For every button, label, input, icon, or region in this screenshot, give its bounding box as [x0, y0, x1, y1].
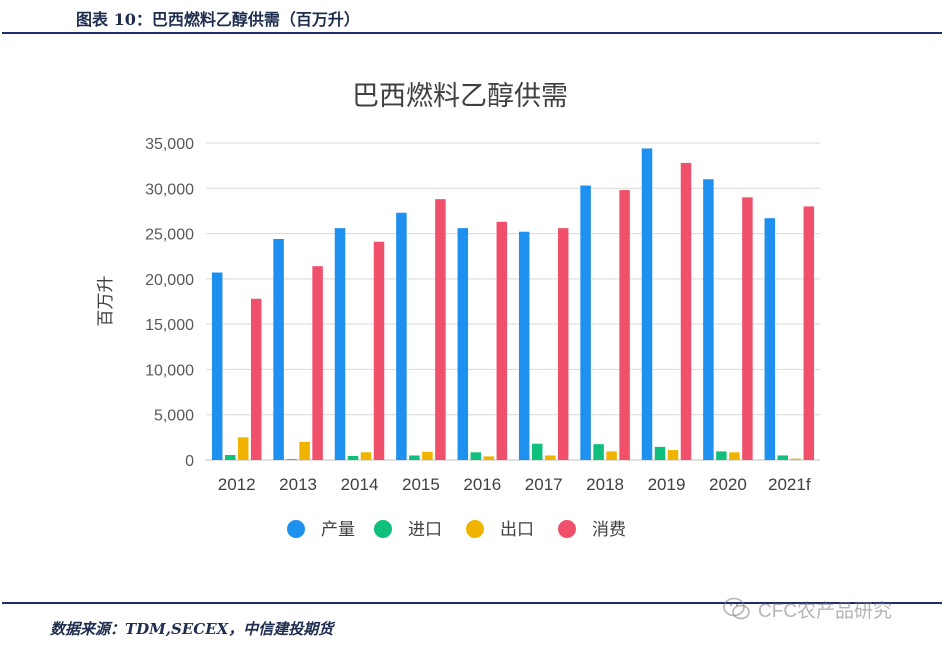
y-tick-label: 15,000	[145, 317, 194, 334]
bar-2014-3	[360, 452, 372, 460]
y-tick-labels: 0 5,000 10,000 15,000 20,000 25,000 30,000 35,0…	[145, 136, 194, 470]
top-rule	[2, 32, 942, 34]
x-tick-label: 2014	[341, 475, 379, 494]
x-tick-label: 2018	[586, 475, 624, 494]
bar-2013-2	[286, 459, 297, 460]
bar-2015-1	[396, 212, 407, 460]
bar-2019-1	[641, 148, 653, 460]
bar-2017-4	[557, 228, 569, 460]
bar-2020-1	[703, 179, 714, 460]
legend-swatch-4	[558, 520, 576, 538]
bar-2021f-1	[764, 218, 776, 460]
bottom-rule	[2, 602, 942, 604]
legend-label: 产量	[321, 520, 355, 539]
legend-label: 出口	[500, 520, 534, 539]
x-tick-label: 2012	[218, 475, 256, 494]
x-tick-label: 2015	[402, 475, 440, 494]
bar-2012-4	[250, 298, 262, 460]
bar-2018-2	[593, 444, 604, 460]
bars	[211, 148, 815, 461]
bar-2013-4	[312, 266, 323, 460]
y-tick-label: 35,000	[145, 136, 194, 153]
watermark: CFC农产品研究	[722, 594, 892, 624]
gridlines	[206, 142, 820, 461]
bar-2012-2	[224, 455, 236, 460]
bar-2015-3	[422, 451, 433, 460]
x-tick-label: 2019	[648, 475, 686, 494]
bar-2021f-4	[803, 206, 815, 460]
bar-2016-3	[483, 456, 495, 460]
y-tick-label: 20,000	[145, 272, 194, 289]
y-tick-label: 5,000	[154, 408, 194, 425]
x-tick-label: 2013	[279, 475, 317, 494]
x-tick-label: 2021f	[768, 475, 811, 494]
y-axis-label: 百万升	[96, 276, 115, 327]
x-tick-label: 2020	[709, 475, 747, 494]
bar-2018-1	[580, 185, 591, 460]
bar-2016-1	[457, 228, 469, 460]
bar-chart: 巴西燃料乙醇供需 0 5,000 10,000 15,000 20,000 25,000 3…	[96, 81, 820, 539]
bar-2015-2	[409, 455, 420, 460]
bar-2017-3	[544, 455, 556, 460]
legend-swatch-3	[466, 520, 484, 538]
bar-2013-3	[299, 441, 310, 460]
legend-label: 消费	[592, 520, 626, 539]
bar-2020-3	[729, 452, 740, 460]
bar-2019-2	[654, 446, 666, 460]
bar-2018-3	[606, 451, 617, 460]
legend: 产量 进口 出口 消费	[287, 520, 626, 539]
bar-2021f-3	[790, 458, 802, 460]
x-tick-label: 2016	[463, 475, 501, 494]
chart-title: 巴西燃料乙醇供需	[352, 81, 568, 111]
bar-2019-4	[680, 162, 692, 460]
bar-2021f-2	[777, 455, 789, 460]
y-tick-label: 30,000	[145, 181, 194, 198]
bar-2020-2	[716, 451, 727, 460]
bar-2017-2	[531, 443, 543, 460]
figure-title: 图表 10：巴西燃料乙醇供需（百万升）	[76, 10, 360, 29]
y-tick-label: 10,000	[145, 362, 194, 379]
x-tick-labels: 2012 2013 2014 2015 2016 2017 2018 2019 2020 2021…	[218, 475, 811, 494]
legend-label: 进口	[408, 520, 442, 539]
bar-2017-1	[518, 231, 530, 460]
x-tick-label: 2017	[525, 475, 563, 494]
y-tick-label: 25,000	[145, 227, 194, 244]
bar-2014-4	[373, 241, 385, 460]
legend-swatch-1	[287, 520, 305, 538]
bar-2013-1	[273, 239, 284, 460]
y-tick-label: 0	[185, 453, 194, 470]
bar-2019-3	[667, 450, 679, 460]
bar-2012-1	[211, 272, 223, 460]
bar-2015-4	[435, 199, 446, 460]
bar-2014-2	[347, 455, 359, 460]
bar-2012-3	[237, 437, 249, 460]
bar-2020-4	[742, 197, 753, 461]
source-note: 数据来源：TDM,SECEX，中信建投期货	[50, 620, 334, 638]
legend-swatch-2	[374, 520, 392, 538]
wechat-icon	[723, 597, 750, 620]
bar-2016-4	[496, 221, 508, 460]
bar-2016-2	[470, 452, 482, 460]
watermark-text: CFC农产品研究	[758, 600, 893, 622]
bar-2018-4	[619, 190, 630, 460]
bar-2014-1	[334, 228, 346, 460]
